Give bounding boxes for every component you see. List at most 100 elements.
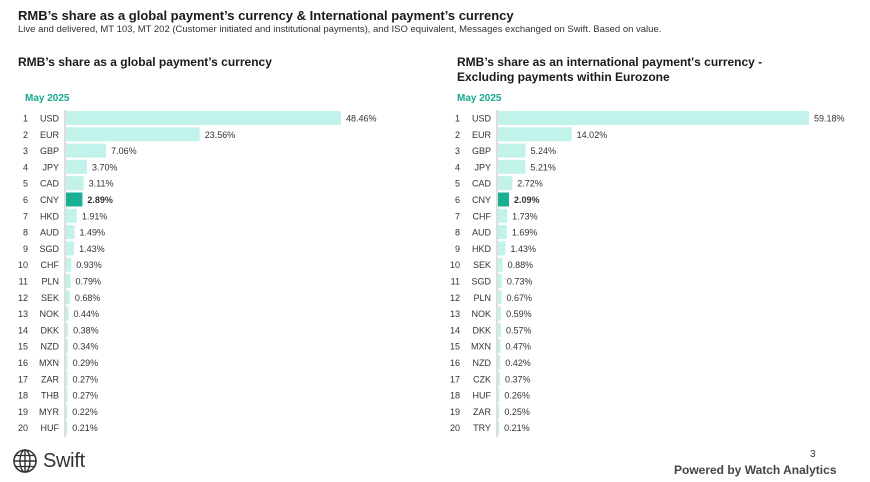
right-value-label: 5.21% [530,162,556,172]
left-rank-label: 12 [18,293,28,303]
right-rank-label: 15 [450,342,460,352]
right-value-label: 5.24% [531,146,557,156]
left-value-label: 0.79% [75,277,101,287]
right-value-label: 0.26% [504,391,530,401]
left-category-label: DKK [40,325,59,335]
right-value-label: 0.73% [507,277,533,287]
right-period-label: May 2025 [457,93,502,104]
right-category-label: CZK [473,374,491,384]
right-rank-label: 20 [450,423,460,433]
left-bar-chf [66,257,72,272]
right-category-label: HUF [473,391,492,401]
left-value-label: 3.70% [92,162,118,172]
right-value-label: 2.09% [514,195,540,205]
left-rank-label: 4 [23,162,28,172]
left-bar-jpy [66,159,87,174]
left-category-label: EUR [40,130,60,140]
right-category-label: TRY [473,423,491,433]
left-bar-dkk [66,322,69,337]
right-rank-label: 17 [450,374,460,384]
left-category-label: USD [40,114,60,124]
left-category-label: THB [41,391,59,401]
right-rank-label: 10 [450,260,460,270]
left-value-label: 0.22% [72,407,98,417]
right-rank-label: 4 [455,162,460,172]
right-category-label: DKK [472,325,491,335]
left-rank-label: 13 [18,309,28,319]
right-bar-nok [498,306,502,321]
left-rank-label: 20 [18,423,28,433]
right-rank-label: 18 [450,391,460,401]
left-rank-label: 11 [19,277,28,287]
right-rank-label: 6 [455,195,460,205]
left-value-label: 48.46% [346,114,377,124]
right-value-label: 0.59% [506,309,532,319]
left-rank-label: 14 [18,325,28,335]
left-bar-sek [66,290,70,305]
left-rank-label: 19 [18,407,28,417]
left-bar-myr [66,404,68,419]
left-rank-label: 5 [23,179,28,189]
left-chart-title: RMB’s share as a global payment’s curren… [18,55,272,69]
right-bar-sek [498,257,503,272]
left-category-label: GBP [40,146,59,156]
right-rank-label: 19 [450,407,460,417]
left-rank-label: 17 [18,374,28,384]
left-category-label: MYR [39,407,60,417]
right-bar-dkk [498,322,501,337]
right-value-label: 1.43% [511,244,537,254]
left-bar-mxn [66,355,68,370]
right-value-label: 0.47% [505,342,531,352]
left-rank-label: 1 [23,114,28,124]
right-category-label: CNY [472,195,491,205]
right-rank-label: 3 [455,146,460,156]
left-category-label: NOK [39,309,59,319]
left-rank-label: 8 [23,228,28,238]
left-category-label: ZAR [41,374,60,384]
left-value-label: 0.44% [73,309,99,319]
left-value-label: 2.89% [87,195,113,205]
right-category-label: SGD [471,277,491,287]
left-category-label: HKD [40,211,60,221]
right-rank-label: 16 [450,358,460,368]
right-bar-usd [498,111,809,125]
left-period-label: May 2025 [25,93,70,104]
right-chart-title: RMB’s share as an international payment'… [457,55,763,84]
right-bar-nzd [498,355,501,370]
right-value-label: 0.21% [504,423,530,433]
left-category-label: HUF [41,423,60,433]
right-category-label: CAD [472,179,492,189]
left-category-label: MXN [39,358,59,368]
left-bar-pln [66,274,71,288]
right-bar-try [498,420,500,435]
right-category-label: HKD [472,244,492,254]
right-category-label: AUD [472,228,492,238]
right-category-label: ZAR [473,407,492,417]
right-value-label: 2.72% [517,179,543,189]
page-title: RMB’s share as a global payment’s curren… [18,8,514,23]
left-bar-zar [66,371,68,386]
right-value-label: 1.69% [512,228,538,238]
right-category-label: CHF [473,211,492,221]
left-value-label: 0.34% [73,342,99,352]
swift-logo: Swift [12,448,85,474]
powered-by: Powered by Watch Analytics [674,463,837,477]
left-value-label: 0.38% [73,325,99,335]
left-bar-sgd [66,241,75,256]
left-rank-label: 16 [18,358,28,368]
right-rank-label: 11 [451,277,460,287]
right-value-label: 0.57% [506,325,532,335]
left-category-label: CHF [41,260,60,270]
left-rank-label: 2 [23,130,28,140]
left-value-label: 3.11% [89,179,114,189]
right-bar-czk [498,371,500,386]
right-bar-cad [498,176,513,191]
right-value-label: 0.42% [505,358,531,368]
right-category-label: PLN [473,293,491,303]
left-bar-eur [66,127,200,142]
right-value-label: 0.25% [504,407,530,417]
left-rank-label: 15 [18,342,28,352]
right-category-label: EUR [472,130,492,140]
left-bar-usd [66,111,341,125]
left-category-label: SEK [41,293,59,303]
